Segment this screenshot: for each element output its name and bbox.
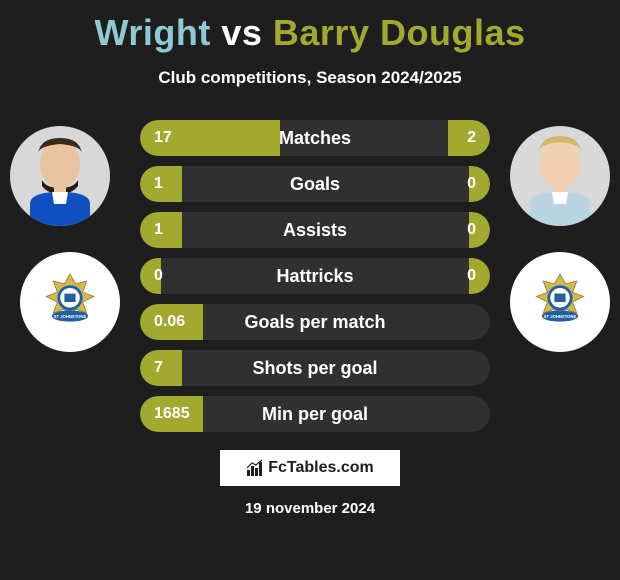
subtitle: Club competitions, Season 2024/2025	[0, 68, 620, 88]
stat-label: Goals	[140, 174, 490, 195]
svg-text:ST JOHNSTONE: ST JOHNSTONE	[54, 314, 87, 319]
stat-label: Shots per goal	[140, 358, 490, 379]
stat-label: Assists	[140, 220, 490, 241]
svg-text:ST JOHNSTONE: ST JOHNSTONE	[544, 314, 577, 319]
vs-text: vs	[221, 12, 262, 53]
player1-avatar	[10, 126, 110, 226]
stat-value-right: 0	[467, 221, 476, 239]
stat-row: 1685Min per goal	[140, 396, 490, 432]
stat-row: 7Shots per goal	[140, 350, 490, 386]
stat-label: Goals per match	[140, 312, 490, 333]
stats-container: 17Matches21Goals01Assists00Hattricks00.0…	[140, 120, 490, 442]
stat-row: 1Goals0	[140, 166, 490, 202]
branding-box: FcTables.com	[220, 450, 400, 486]
player1-club-logo: ST JOHNSTONE	[20, 252, 120, 352]
player1-name: Wright	[95, 12, 211, 53]
stat-row: 0.06Goals per match	[140, 304, 490, 340]
stat-value-right: 2	[467, 129, 476, 147]
player2-avatar	[510, 126, 610, 226]
stat-row: 1Assists0	[140, 212, 490, 248]
stat-value-right: 0	[467, 175, 476, 193]
date-text: 19 november 2024	[245, 500, 375, 517]
stat-row: 0Hattricks0	[140, 258, 490, 294]
comparison-title: Wright vs Barry Douglas	[0, 0, 620, 54]
stat-row: 17Matches2	[140, 120, 490, 156]
stat-value-right: 0	[467, 267, 476, 285]
stat-label: Matches	[140, 128, 490, 149]
stat-label: Hattricks	[140, 266, 490, 287]
branding-text: FcTables.com	[268, 459, 374, 477]
player2-club-logo: ST JOHNSTONE	[510, 252, 610, 352]
player2-name: Barry Douglas	[273, 12, 526, 53]
chart-icon	[246, 459, 264, 477]
stat-label: Min per goal	[140, 404, 490, 425]
